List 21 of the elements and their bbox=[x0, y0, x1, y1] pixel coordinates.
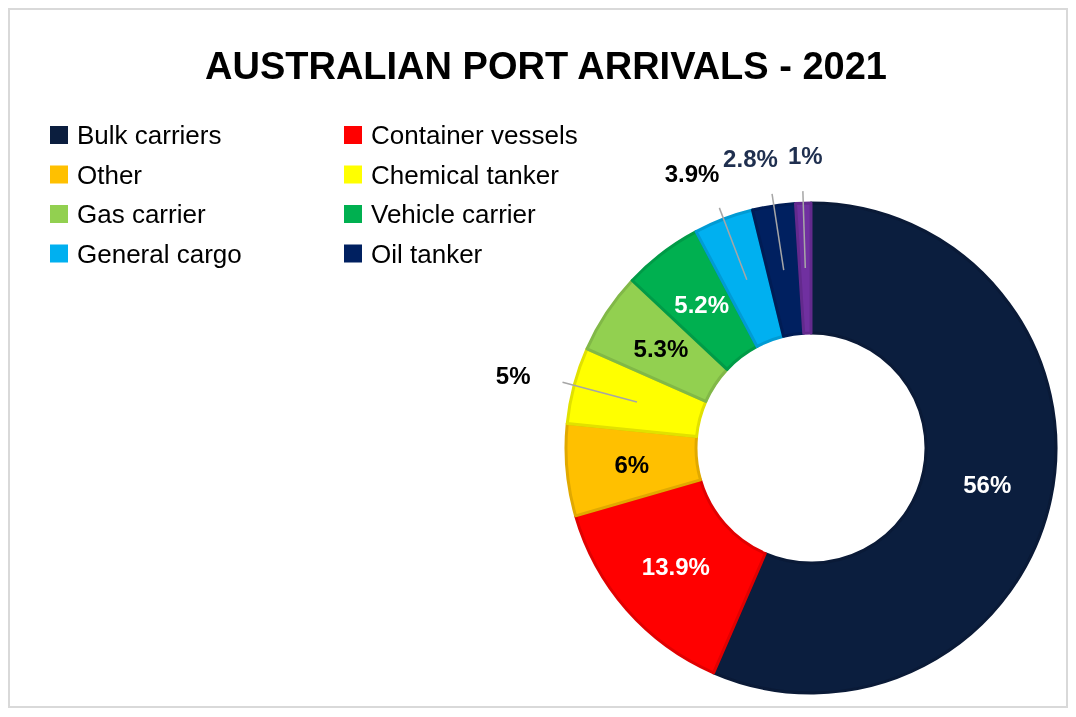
data-label: 6% bbox=[614, 450, 650, 478]
donut-slice bbox=[574, 478, 767, 675]
data-label: 5.2% bbox=[674, 291, 729, 319]
legend-label: Container vessels bbox=[371, 120, 578, 151]
data-label: 3.9% bbox=[664, 160, 720, 188]
data-label: 56% bbox=[963, 470, 1012, 498]
chart-title: AUSTRALIAN PORT ARRIVALS - 2021 bbox=[205, 45, 887, 88]
data-label: 2.8% bbox=[723, 144, 778, 172]
legend-label: Vehicle carrier bbox=[371, 199, 537, 230]
legend-label: General cargo bbox=[77, 238, 242, 269]
legend-label: Chemical tanker bbox=[371, 159, 560, 190]
donut-slice bbox=[564, 422, 702, 518]
legend-label: Other bbox=[77, 159, 143, 190]
data-label: 5% bbox=[495, 361, 531, 389]
data-label: 13.9% bbox=[641, 553, 710, 581]
legend-label: Bulk carriers bbox=[77, 120, 222, 151]
data-label: 5.3% bbox=[633, 335, 689, 363]
donut-slice bbox=[793, 201, 813, 335]
legend-label: Gas carrier bbox=[77, 199, 206, 230]
legend-label: Oil tanker bbox=[371, 238, 483, 269]
data-label: 1% bbox=[787, 141, 823, 169]
